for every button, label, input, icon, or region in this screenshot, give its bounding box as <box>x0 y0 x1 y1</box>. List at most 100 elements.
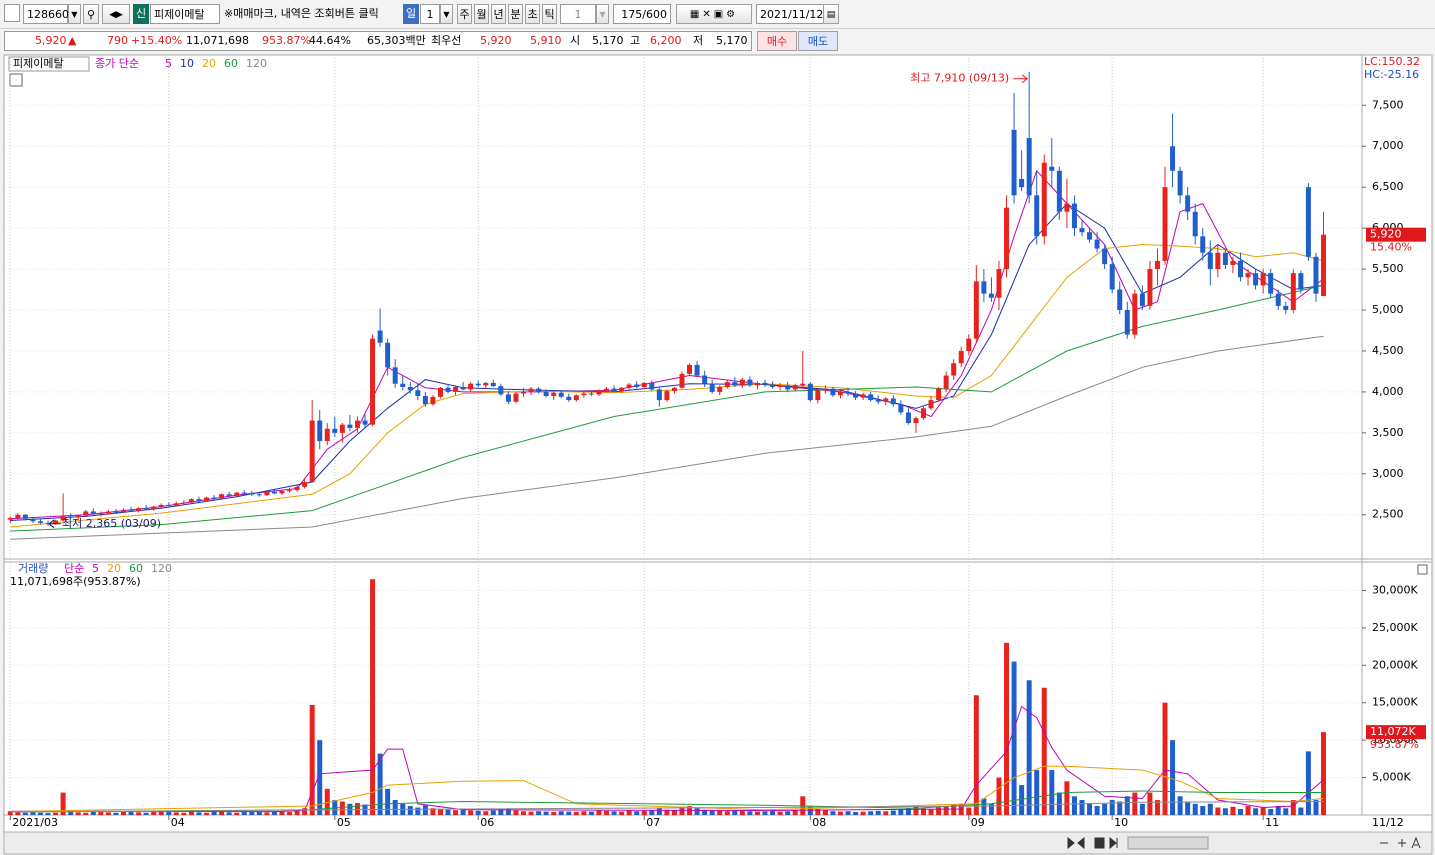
volume-bar <box>385 788 391 815</box>
max-count: /600 <box>642 8 667 21</box>
candle-body <box>1011 129 1017 196</box>
volume-bar <box>354 803 360 815</box>
volume-bar <box>377 753 383 815</box>
candle-body <box>520 391 526 394</box>
volume-bar <box>1162 702 1168 815</box>
candle-body <box>143 508 149 510</box>
volume-bar <box>1170 740 1176 815</box>
unit-button[interactable]: 분 <box>508 4 523 24</box>
y-tick-label: 25,000K <box>1372 621 1418 634</box>
candle-body <box>921 408 927 419</box>
period-count[interactable]: 1 <box>420 4 440 24</box>
volume-bar <box>573 812 579 815</box>
unit-button[interactable]: 틱 <box>542 4 557 24</box>
y-tick-label: 5,000 <box>1372 303 1404 316</box>
code-dropdown[interactable]: ▼ <box>68 4 81 24</box>
x-tick-label: 07 <box>646 816 660 829</box>
high-arrow <box>1013 74 1028 84</box>
volume-bar <box>136 812 142 815</box>
candle-body <box>1245 273 1251 278</box>
candle-body <box>1313 256 1319 294</box>
date-input[interactable]: 2021/11/12 <box>756 4 824 24</box>
y-tick-label: 4,000 <box>1372 385 1404 398</box>
zoom-buttons[interactable] <box>1380 836 1421 849</box>
volume-bar <box>1117 801 1123 815</box>
volume-moving-average <box>10 790 1324 813</box>
unit-button[interactable]: 초 <box>525 4 540 24</box>
volume-bar <box>626 810 632 815</box>
scroll-buttons[interactable] <box>1067 836 1118 850</box>
sell-button[interactable]: 매도 <box>798 31 838 51</box>
volume-bar <box>392 800 398 815</box>
volume-bar <box>566 811 572 815</box>
x-tick-label: 10 <box>1114 816 1128 829</box>
volume-bar <box>777 811 783 815</box>
candle-body <box>1019 178 1025 188</box>
open: 5,170 <box>592 34 624 47</box>
candle-body <box>158 504 164 507</box>
unit-button[interactable]: 월 <box>474 4 489 24</box>
ask: 5,920 <box>480 34 512 47</box>
menu-icon[interactable] <box>4 4 20 22</box>
count-box[interactable]: 175/600 <box>613 4 671 24</box>
unit-button[interactable]: 년 <box>491 4 506 24</box>
unit-dropdown[interactable]: ▼ <box>596 4 609 24</box>
volume-bar <box>679 806 685 815</box>
candle-body <box>75 515 81 518</box>
buy-button[interactable]: 매수 <box>757 31 797 51</box>
candle-body <box>234 492 240 496</box>
notice: ※매매마크, 내역은 조회버튼 클릭 <box>224 7 379 20</box>
price-title: 피제이메탈 <box>13 57 64 70</box>
candle-body <box>136 508 142 511</box>
candle-body <box>656 389 662 401</box>
volume-bar <box>75 812 81 815</box>
candle-body <box>747 379 753 386</box>
candle-body <box>256 494 262 496</box>
candle-body <box>845 391 851 394</box>
volume-bar <box>468 810 474 815</box>
lc-label: LC:150.32 <box>1364 55 1420 68</box>
volume-bar <box>505 808 511 815</box>
volume-bar <box>15 812 21 815</box>
volume-bar <box>90 811 96 815</box>
candle-body <box>400 383 406 387</box>
period-button[interactable]: 일 <box>403 4 419 24</box>
candle-body <box>732 382 738 386</box>
scroll-thumb[interactable] <box>1127 836 1209 850</box>
legend-entry: 60 <box>129 562 143 575</box>
volume-bar <box>226 812 232 815</box>
volume-bar <box>1079 800 1085 815</box>
chart-tools[interactable]: ▦✕▣⚙ <box>676 4 752 24</box>
period-dropdown[interactable]: ▼ <box>440 4 453 24</box>
volume-bar <box>709 810 715 815</box>
volume-bar <box>770 810 776 815</box>
candle-body <box>362 420 368 425</box>
calendar-button[interactable]: ▤ <box>823 4 839 24</box>
candle-body <box>460 386 466 390</box>
volume-bar <box>1290 800 1296 815</box>
volume-bar <box>324 788 330 815</box>
candle-body <box>392 367 398 384</box>
candle-body <box>883 398 889 402</box>
candle-body <box>1260 273 1266 286</box>
search-button[interactable]: ⚲ <box>83 4 99 24</box>
candle-body <box>1170 146 1176 171</box>
candle-body <box>249 493 255 495</box>
scroll-controls[interactable] <box>1067 836 1421 850</box>
candle-body <box>536 388 542 392</box>
legend-entry: 20 <box>107 562 121 575</box>
volume-bar <box>158 811 164 815</box>
candle-body <box>913 418 919 424</box>
y-tick-label: 4,500 <box>1372 344 1404 357</box>
candle-body <box>777 385 783 387</box>
code-input[interactable]: 128660 <box>23 4 69 24</box>
volume-bar <box>1192 803 1198 815</box>
nav-buttons[interactable]: ◀▶ <box>102 4 130 24</box>
candle-body <box>717 386 723 392</box>
name-input[interactable]: 피제이메탈 <box>150 4 220 24</box>
scrollbar[interactable] <box>3 831 1433 855</box>
unit-count[interactable]: 1 <box>560 4 596 24</box>
pane-close[interactable] <box>1417 564 1428 575</box>
unit-button[interactable]: 주 <box>457 4 472 24</box>
